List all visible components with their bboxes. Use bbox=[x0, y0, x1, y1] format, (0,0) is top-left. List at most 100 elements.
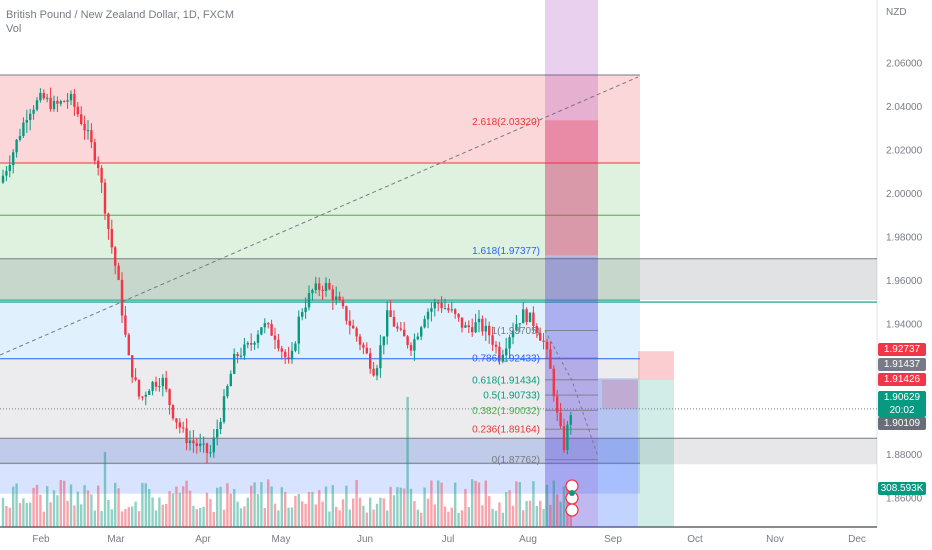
candle-body bbox=[328, 283, 331, 290]
volume-bar bbox=[297, 493, 300, 527]
volume-bar bbox=[178, 492, 181, 527]
candle-body bbox=[392, 316, 396, 327]
price-badge: 1.91437 bbox=[878, 358, 926, 371]
volume-bar bbox=[1, 497, 5, 527]
candle-body bbox=[59, 101, 62, 104]
volume-bar bbox=[168, 491, 171, 527]
candle-body bbox=[49, 97, 52, 110]
candle-body bbox=[209, 452, 212, 454]
volume-bar bbox=[515, 481, 518, 527]
volume-bar bbox=[396, 487, 399, 527]
volume-bar bbox=[80, 504, 83, 527]
volume-bar bbox=[409, 488, 413, 527]
candle-body bbox=[437, 302, 440, 304]
volume-bar bbox=[25, 502, 28, 527]
candle-body bbox=[219, 421, 222, 430]
volume-bar bbox=[256, 494, 260, 527]
volume-bar bbox=[314, 504, 317, 527]
volume-bar bbox=[294, 495, 297, 527]
price-badge-value: 1.90629 bbox=[883, 392, 921, 403]
candle-body bbox=[314, 283, 317, 291]
fib-label: 2.618(2.03320) bbox=[472, 117, 540, 128]
volume-bar bbox=[494, 510, 498, 527]
volume-bar bbox=[443, 506, 447, 527]
candle-body bbox=[471, 327, 474, 333]
candle-body bbox=[324, 283, 328, 291]
volume-bar bbox=[341, 499, 345, 527]
candle-body bbox=[103, 182, 107, 214]
volume-bar bbox=[63, 480, 66, 527]
candle-body bbox=[406, 336, 409, 346]
volume-bar bbox=[413, 501, 416, 527]
candle-body bbox=[522, 309, 525, 324]
volume-bar bbox=[114, 482, 117, 527]
candle-body bbox=[12, 152, 15, 166]
candle-body bbox=[420, 327, 423, 337]
volume-bar bbox=[304, 503, 307, 527]
volume-bar bbox=[182, 486, 185, 527]
volume-bar bbox=[416, 509, 419, 527]
candle-body bbox=[182, 427, 185, 429]
price-badge: 308.593K bbox=[878, 482, 926, 495]
candle-body bbox=[399, 328, 402, 330]
projection-red bbox=[545, 120, 598, 256]
candle-body bbox=[39, 92, 42, 101]
volume-bar bbox=[209, 499, 212, 527]
volume-bar bbox=[324, 486, 328, 527]
volume-bar bbox=[505, 492, 508, 527]
candle-body bbox=[134, 377, 137, 380]
candle-body bbox=[379, 345, 382, 369]
candle-body bbox=[528, 312, 532, 322]
volume-bar bbox=[287, 507, 290, 527]
candle-body bbox=[229, 373, 232, 387]
candle-body bbox=[433, 302, 436, 309]
month-label: Aug bbox=[519, 534, 537, 545]
candle-body bbox=[450, 309, 453, 311]
fib-zone bbox=[0, 438, 640, 464]
candle-body bbox=[413, 339, 416, 351]
candle-body bbox=[518, 323, 521, 325]
candle-body bbox=[532, 312, 535, 326]
volume-bar bbox=[369, 497, 372, 527]
volume-bar bbox=[539, 500, 542, 527]
candle-body bbox=[318, 283, 321, 290]
volume-bar bbox=[134, 501, 137, 527]
trend-line bbox=[0, 76, 639, 356]
volume-bar bbox=[525, 501, 528, 527]
candle-body bbox=[195, 443, 198, 447]
price-badge: 1.92737 bbox=[878, 343, 926, 356]
candle-body bbox=[171, 405, 175, 419]
candle-body bbox=[297, 316, 300, 344]
candle-body bbox=[454, 309, 457, 314]
candle-body bbox=[365, 347, 368, 354]
candle-body bbox=[549, 349, 552, 369]
candle-body bbox=[1, 175, 5, 183]
candle-body bbox=[76, 106, 79, 115]
candle-body bbox=[165, 377, 168, 390]
volume-bar bbox=[277, 510, 280, 527]
candle-body bbox=[416, 336, 419, 340]
candle-body bbox=[137, 379, 141, 397]
volume-bar bbox=[535, 506, 538, 527]
candle-body bbox=[474, 322, 477, 333]
volume-bar bbox=[460, 510, 464, 527]
candle-body bbox=[168, 389, 171, 406]
candle-body bbox=[284, 351, 287, 358]
volume-bar bbox=[110, 509, 113, 527]
volume-bar bbox=[481, 505, 484, 527]
volume-bar bbox=[69, 484, 73, 527]
volume-bar bbox=[83, 485, 86, 527]
volume-bar bbox=[386, 510, 389, 527]
volume-bar bbox=[440, 482, 443, 527]
candle-body bbox=[481, 318, 484, 332]
volume-bar bbox=[426, 498, 430, 527]
candle-body bbox=[90, 130, 93, 143]
candle-body bbox=[345, 306, 348, 321]
candle-body bbox=[358, 336, 362, 345]
stop-zone bbox=[638, 379, 674, 527]
volume-bar bbox=[192, 505, 195, 527]
candle-body bbox=[396, 326, 399, 329]
candle-body bbox=[141, 396, 144, 398]
